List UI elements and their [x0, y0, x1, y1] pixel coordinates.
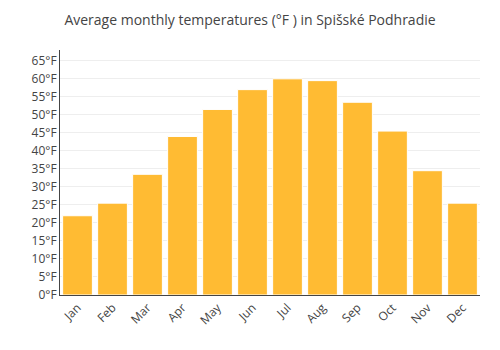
- svg-text:35°F: 35°F: [32, 160, 57, 177]
- svg-text:Oct: Oct: [374, 299, 400, 325]
- svg-text:Feb: Feb: [93, 299, 119, 325]
- svg-text:50°F: 50°F: [32, 106, 57, 123]
- svg-text:25°F: 25°F: [32, 196, 57, 213]
- svg-text:Apr: Apr: [164, 299, 190, 325]
- svg-text:Jul: Jul: [272, 299, 294, 321]
- svg-text:Jan: Jan: [60, 299, 85, 324]
- svg-text:20°F: 20°F: [32, 214, 57, 231]
- svg-text:45°F: 45°F: [32, 124, 57, 141]
- svg-text:Average monthly temperatures (: Average monthly temperatures (°F ) in Sp…: [64, 10, 435, 29]
- svg-text:Nov: Nov: [407, 299, 435, 327]
- svg-text:Aug: Aug: [302, 299, 330, 327]
- svg-text:30°F: 30°F: [32, 178, 57, 195]
- svg-text:Sep: Sep: [338, 299, 365, 326]
- svg-text:60°F: 60°F: [32, 70, 57, 87]
- svg-text:10°F: 10°F: [32, 250, 57, 267]
- svg-text:Mar: Mar: [127, 299, 155, 327]
- svg-text:65°F: 65°F: [32, 52, 57, 69]
- svg-text:5°F: 5°F: [38, 268, 56, 285]
- svg-text:55°F: 55°F: [32, 88, 57, 105]
- svg-text:Dec: Dec: [443, 299, 470, 326]
- svg-text:15°F: 15°F: [32, 232, 57, 249]
- svg-text:Jun: Jun: [234, 299, 259, 324]
- svg-text:May: May: [196, 299, 225, 328]
- svg-text:0°F: 0°F: [38, 286, 56, 303]
- svg-text:40°F: 40°F: [32, 142, 57, 159]
